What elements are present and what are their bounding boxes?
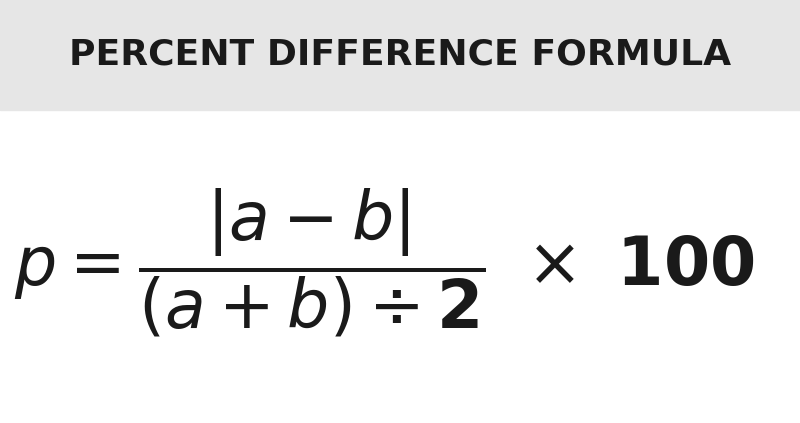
Text: $\mathit{p} = \dfrac{|\mathit{a} - \mathit{b}|}{(\mathit{a} + \mathit{b}) \div \: $\mathit{p} = \dfrac{|\mathit{a} - \math…	[14, 186, 754, 339]
Bar	[0, 0, 800, 110]
Text: PERCENT DIFFERENCE FORMULA: PERCENT DIFFERENCE FORMULA	[69, 38, 731, 72]
